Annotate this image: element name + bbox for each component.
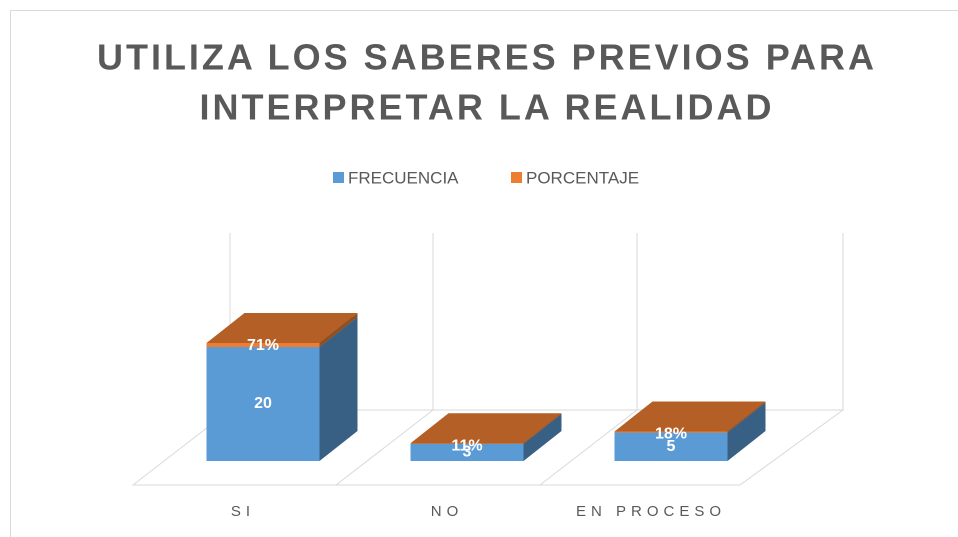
bar-front [206, 342, 320, 347]
bar-top [206, 312, 358, 343]
legend-swatch [333, 172, 344, 183]
data-label: 20 [254, 395, 272, 412]
bar-side [523, 413, 562, 461]
bar-top [410, 413, 562, 444]
bar-front [206, 347, 320, 461]
bar-front [614, 432, 728, 461]
data-label: 11% [451, 437, 482, 454]
chart-frame [10, 10, 958, 537]
x-tick-label: NO [431, 503, 464, 520]
legend-label: FRECUENCIA [348, 168, 459, 187]
bar-side [727, 401, 766, 433]
data-label: 5 [667, 438, 676, 455]
data-label: 71% [247, 337, 279, 354]
walls [131, 233, 845, 486]
data-label: 3 [463, 444, 472, 461]
bar-front [614, 431, 728, 433]
chart-title: UTILIZA LOS SABERES PREVIOS PARA [97, 37, 877, 78]
bar-side [523, 413, 562, 444]
legend-swatch [511, 172, 522, 183]
chart-title: INTERPRETAR LA REALIDAD [200, 87, 775, 128]
bar-side [727, 402, 766, 461]
bar-side [319, 317, 358, 461]
legend-label: PORCENTAJE [526, 168, 639, 187]
x-tick-label: SI [231, 503, 255, 520]
bar-top [614, 401, 766, 432]
bar-front [410, 443, 524, 444]
bar-front [410, 443, 524, 461]
bar-side [319, 312, 358, 347]
data-label: 18% [655, 426, 687, 443]
x-tick-label: EN PROCESO [576, 503, 726, 520]
